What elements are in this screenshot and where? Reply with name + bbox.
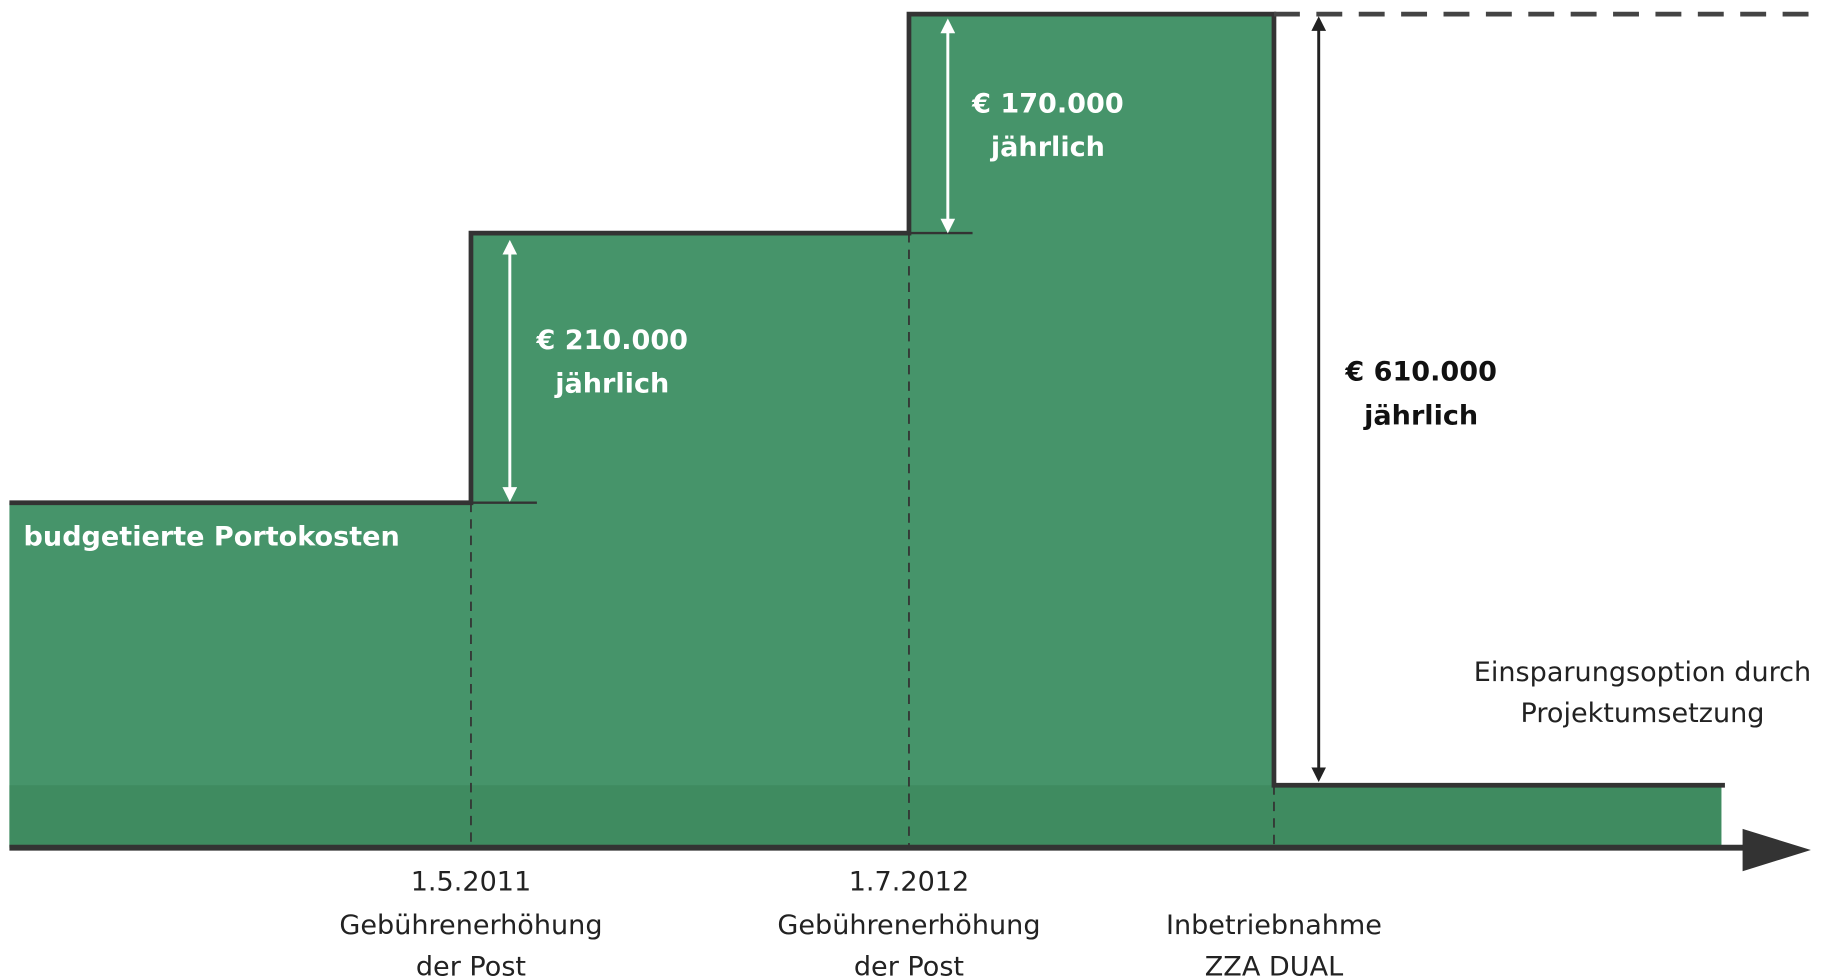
total-amount: € 610.000: [1344, 357, 1497, 388]
axis-arrowhead: [1742, 828, 1811, 872]
milestone-label: ZZA DUAL: [1205, 951, 1343, 976]
step-outline: [9, 11, 1725, 788]
milestone-label: Gebührenerhöhung: [339, 910, 602, 941]
total-period: jährlich: [1363, 400, 1478, 431]
increase-period: jährlich: [554, 368, 669, 399]
increase-period: jährlich: [990, 132, 1105, 163]
savings-label: Projektumsetzung: [1521, 698, 1765, 729]
base-band: [9, 785, 1722, 848]
milestone-lines: [470, 233, 1275, 848]
milestone-label: Gebührenerhöhung: [777, 910, 1040, 941]
milestone-label: der Post: [854, 951, 964, 976]
milestone-label: 1.7.2012: [849, 866, 970, 897]
milestone-label: der Post: [416, 951, 526, 976]
increase-amount: € 210.000: [535, 325, 688, 356]
milestone-label: 1.5.2011: [411, 866, 532, 897]
savings-label: Einsparungsoption durch: [1474, 657, 1811, 688]
cost-area: [9, 14, 1722, 848]
milestone-label: Inbetriebnahme: [1166, 910, 1382, 941]
base-label: budgetierte Portokosten: [24, 522, 400, 553]
increase-amount: € 170.000: [971, 88, 1124, 119]
